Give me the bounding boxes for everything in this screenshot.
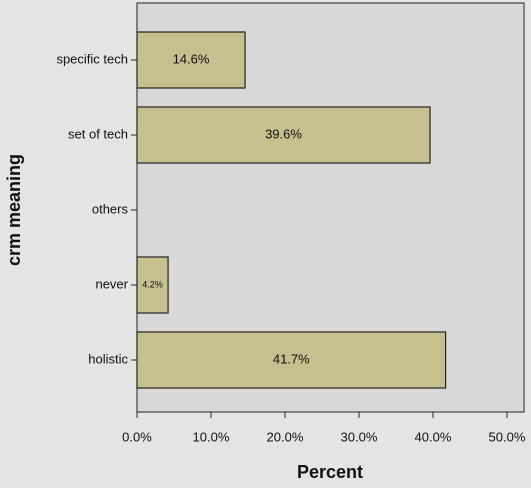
bar <box>136 106 431 164</box>
y-tick-label: never <box>95 276 128 291</box>
y-tick-label: others <box>92 201 129 216</box>
x-tick-label: 0.0% <box>122 429 152 444</box>
x-tick-label: 10.0% <box>193 429 230 444</box>
x-tick-label: 20.0% <box>267 429 304 444</box>
bar <box>136 256 169 314</box>
x-tick-label: 30.0% <box>341 429 378 444</box>
data-label: 41.7% <box>273 351 310 366</box>
data-label: 14.6% <box>173 51 210 66</box>
x-tick-label: 50.0% <box>489 429 526 444</box>
bar <box>136 31 246 89</box>
data-label: 39.6% <box>265 126 302 141</box>
data-label: 4.2% <box>142 279 163 289</box>
y-tick-label: specific tech <box>56 51 128 66</box>
x-axis-title: Percent <box>297 462 363 482</box>
bar <box>136 331 447 389</box>
y-tick-label: holistic <box>88 351 128 366</box>
x-tick-label: 40.0% <box>415 429 452 444</box>
y-axis-title: crm meaning <box>4 154 24 266</box>
y-tick-label: set of tech <box>68 126 128 141</box>
